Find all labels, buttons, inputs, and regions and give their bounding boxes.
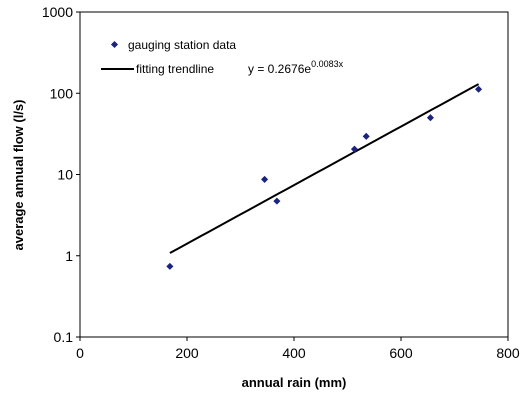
y-axis-label: average annual flow (l/s) [11, 100, 26, 251]
legend: gauging station data fitting trendline y… [101, 38, 344, 76]
x-tick-label: 400 [282, 345, 306, 361]
legend-label-trendline: fitting trendline [136, 62, 214, 76]
data-point [362, 132, 370, 140]
trendline-equation-base: y = 0.2676e [248, 62, 311, 76]
y-tick-label: 100 [50, 85, 74, 101]
y-axis-ticks: 0.1 1 10 100 1000 [42, 4, 80, 345]
x-tick-label: 0 [76, 345, 84, 361]
trendline-equation: y = 0.2676e0.0083x [248, 59, 344, 76]
trendline-equation-exponent: 0.0083x [311, 59, 344, 69]
data-point [273, 197, 281, 205]
data-point [350, 145, 358, 153]
x-tick-label: 800 [496, 345, 520, 361]
trendline [169, 83, 480, 254]
y-tick-label: 0.1 [54, 329, 74, 345]
y-tick-label: 10 [57, 167, 73, 183]
data-point [261, 175, 269, 183]
x-tick-label: 200 [175, 345, 199, 361]
plot-area [79, 11, 509, 338]
legend-label-points: gauging station data [128, 38, 236, 52]
data-point [475, 85, 483, 93]
x-axis-ticks: 0 200 400 600 800 [76, 337, 520, 361]
y-tick-label: 1 [65, 248, 73, 264]
trendline-layer [169, 83, 480, 254]
x-axis-label: annual rain (mm) [242, 375, 347, 390]
data-point [426, 114, 434, 122]
x-tick-label: 600 [389, 345, 413, 361]
data-points [166, 85, 483, 270]
y-tick-label: 1000 [42, 4, 73, 20]
data-point [166, 262, 174, 270]
